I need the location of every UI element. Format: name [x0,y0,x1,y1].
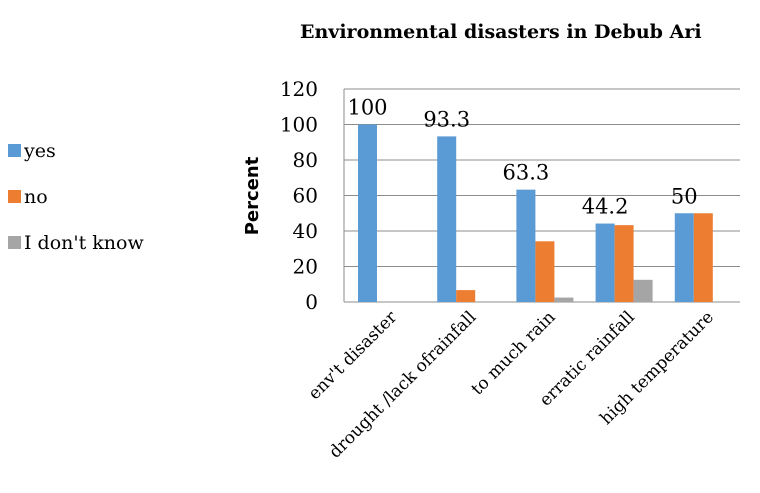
data-label: 50 [671,184,698,208]
y-tick-label: 0 [305,290,318,314]
legend-swatch-i-don-t-know [8,236,21,249]
bar-yes-1 [437,136,457,302]
y-axis-ticks: 0 20 40 60 80 100 120 [280,77,318,314]
bar-no-2 [535,241,555,302]
y-tick-label: 100 [280,113,318,137]
data-label: 100 [347,96,387,120]
bars [358,124,713,302]
y-tick-label: 20 [293,255,318,279]
data-label: 93.3 [423,107,470,131]
bar-i-don-t-know-3 [633,279,653,302]
y-tick-label: 80 [293,148,318,172]
legend-swatch-no [8,190,21,203]
data-label: 44.2 [582,195,629,219]
legend-label: yes [23,140,56,162]
bar-i-don-t-know-2 [554,297,574,302]
y-tick-label: 120 [280,77,318,101]
legend-swatch-yes [8,144,21,157]
chart-title: Environmental disasters in Debub Ari [300,21,702,43]
y-tick-label: 60 [293,184,318,208]
y-axis-label: Percent [242,156,263,235]
legend-label: no [24,186,48,208]
bar-yes-0 [358,124,377,302]
data-label: 63.3 [503,161,550,185]
legend: yes no I don't know [8,140,144,254]
bar-no-3 [614,225,634,302]
bar-yes-2 [516,189,536,302]
bar-no-1 [456,290,476,302]
bar-yes-4 [674,213,694,302]
data-labels: 100 93.3 63.3 44.2 50 [347,96,697,219]
bar-no-4 [693,213,713,302]
legend-label: I don't know [24,232,144,254]
bar-yes-3 [595,223,615,302]
y-tick-label: 40 [293,219,318,243]
x-category-label: drought /lack ofrainfall [325,307,480,462]
gridlines [343,88,740,303]
